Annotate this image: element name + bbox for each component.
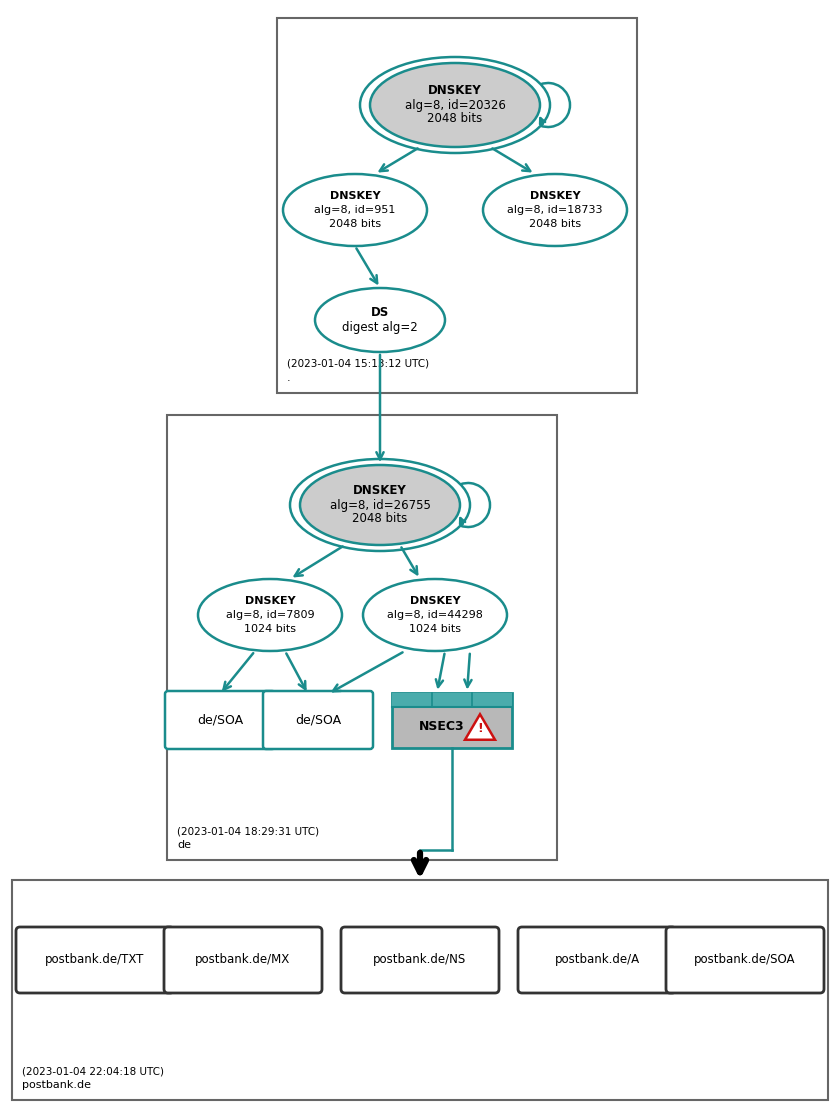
Text: 2048 bits: 2048 bits <box>352 513 407 525</box>
Text: DNSKEY: DNSKEY <box>428 85 482 97</box>
FancyBboxPatch shape <box>666 927 824 993</box>
Text: DS: DS <box>371 306 389 319</box>
Text: alg=8, id=44298: alg=8, id=44298 <box>387 610 483 620</box>
Text: de/SOA: de/SOA <box>295 714 341 726</box>
Polygon shape <box>465 714 495 739</box>
Text: de/SOA: de/SOA <box>197 714 243 726</box>
FancyBboxPatch shape <box>167 416 557 860</box>
Ellipse shape <box>198 579 342 651</box>
Text: !: ! <box>477 723 483 735</box>
Text: digest alg=2: digest alg=2 <box>342 321 417 334</box>
FancyBboxPatch shape <box>277 18 637 393</box>
Text: DNSKEY: DNSKEY <box>353 485 407 497</box>
FancyBboxPatch shape <box>12 880 828 1100</box>
Text: 2048 bits: 2048 bits <box>529 219 581 229</box>
FancyBboxPatch shape <box>263 691 373 750</box>
Text: DNSKEY: DNSKEY <box>530 191 580 201</box>
Text: DNSKEY: DNSKEY <box>410 596 460 607</box>
FancyBboxPatch shape <box>392 693 512 706</box>
Text: postbank.de/MX: postbank.de/MX <box>196 954 291 966</box>
Text: 2048 bits: 2048 bits <box>329 219 381 229</box>
Text: de: de <box>177 840 191 850</box>
FancyBboxPatch shape <box>164 927 322 993</box>
Ellipse shape <box>315 288 445 352</box>
Text: (2023-01-04 22:04:18 UTC): (2023-01-04 22:04:18 UTC) <box>22 1066 164 1076</box>
FancyBboxPatch shape <box>341 927 499 993</box>
Text: postbank.de/NS: postbank.de/NS <box>373 954 467 966</box>
Text: alg=8, id=26755: alg=8, id=26755 <box>329 498 430 512</box>
Ellipse shape <box>300 465 460 545</box>
Ellipse shape <box>370 63 540 147</box>
FancyBboxPatch shape <box>16 927 174 993</box>
Text: alg=8, id=20326: alg=8, id=20326 <box>405 98 506 112</box>
Text: postbank.de: postbank.de <box>22 1080 91 1090</box>
Text: (2023-01-04 15:13:12 UTC): (2023-01-04 15:13:12 UTC) <box>287 359 429 369</box>
Ellipse shape <box>283 174 427 246</box>
Ellipse shape <box>483 174 627 246</box>
Text: alg=8, id=951: alg=8, id=951 <box>314 206 396 214</box>
Text: alg=8, id=18733: alg=8, id=18733 <box>507 206 603 214</box>
FancyBboxPatch shape <box>518 927 676 993</box>
Text: 1024 bits: 1024 bits <box>244 624 296 634</box>
Text: .: . <box>287 373 291 383</box>
Text: postbank.de/SOA: postbank.de/SOA <box>694 954 795 966</box>
Text: 2048 bits: 2048 bits <box>428 113 483 125</box>
Text: DNSKEY: DNSKEY <box>329 191 381 201</box>
Text: (2023-01-04 18:29:31 UTC): (2023-01-04 18:29:31 UTC) <box>177 825 319 836</box>
Text: NSEC3: NSEC3 <box>419 720 465 734</box>
FancyBboxPatch shape <box>165 691 275 750</box>
Text: alg=8, id=7809: alg=8, id=7809 <box>226 610 314 620</box>
FancyBboxPatch shape <box>392 693 512 747</box>
Text: 1024 bits: 1024 bits <box>409 624 461 634</box>
Text: DNSKEY: DNSKEY <box>244 596 296 607</box>
Text: postbank.de/TXT: postbank.de/TXT <box>45 954 144 966</box>
Ellipse shape <box>363 579 507 651</box>
Text: postbank.de/A: postbank.de/A <box>554 954 639 966</box>
